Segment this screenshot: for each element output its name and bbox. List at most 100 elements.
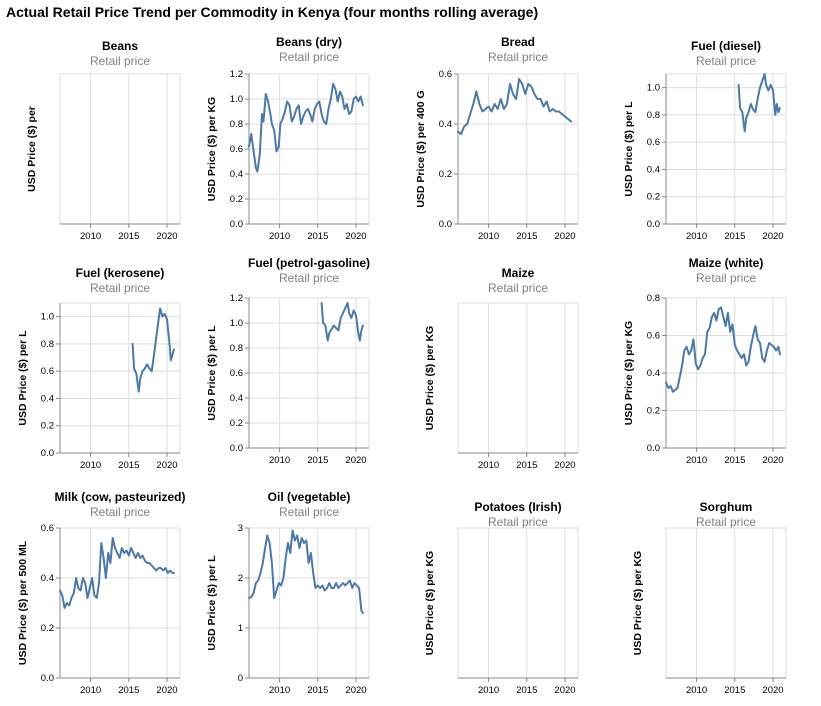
chart-subtitle: Retail price <box>90 505 150 519</box>
x-tick-label: 2015 <box>724 455 745 466</box>
series-line-bread <box>457 78 573 135</box>
plot-frame <box>665 73 787 225</box>
y-tick-label: 0.4 <box>41 393 54 404</box>
chart-title: Bread <box>501 35 535 49</box>
x-tick-label: 2010 <box>478 685 499 696</box>
x-tick-label: 2010 <box>269 685 290 696</box>
x-tick-label: 2010 <box>269 231 290 242</box>
y-tick-label: 1.0 <box>230 94 243 105</box>
y-tick-label: 0.4 <box>647 368 660 379</box>
y-tick-label: 2 <box>238 573 243 584</box>
chart-subtitle: Retail price <box>696 271 756 285</box>
chart-title: Potatoes (Irish) <box>474 500 561 514</box>
series-line-beans-dry <box>248 83 364 173</box>
x-tick-label: 2010 <box>80 231 101 242</box>
x-tick-label: 2015 <box>307 685 328 696</box>
series-line-fuel-diesel <box>737 73 781 133</box>
y-tick-label: 1.0 <box>41 312 54 323</box>
y-tick-label: 0.8 <box>230 119 243 130</box>
x-tick-label: 2015 <box>516 231 537 242</box>
y-tick-label: 0.6 <box>230 144 243 155</box>
chart-maize-white: Maize (white)Retail price 2010 2015 2020 0.0… <box>623 256 787 466</box>
x-tick-label: 2015 <box>307 231 328 242</box>
y-tick-label: 0.4 <box>230 169 243 180</box>
y-tick-label: 1.0 <box>230 318 243 329</box>
y-axis-title: USD Price ($) per 400 G <box>415 90 427 207</box>
y-axis-title: USD Price ($) per KG <box>206 97 218 201</box>
chart-title: Beans <box>102 39 138 53</box>
chart-title: Fuel (diesel) <box>691 39 761 53</box>
chart-subtitle: Retail price <box>488 515 548 529</box>
chart-title: Oil (vegetable) <box>268 490 351 504</box>
x-tick-label: 2020 <box>554 231 575 242</box>
plot-frame <box>248 527 370 679</box>
x-tick-label: 2020 <box>156 685 177 696</box>
y-tick-label: 0.6 <box>439 69 452 80</box>
y-tick-label: 0.0 <box>439 219 452 230</box>
y-tick-label: 0.2 <box>439 169 452 180</box>
y-tick-label: 0.6 <box>41 523 54 534</box>
plot-frame <box>59 73 181 225</box>
y-tick-label: 0.2 <box>41 623 54 634</box>
y-tick-label: 1 <box>238 623 243 634</box>
x-tick-label: 2020 <box>345 231 366 242</box>
y-axis-title: USD Price ($) per L <box>623 101 635 197</box>
chart-subtitle: Retail price <box>279 271 339 285</box>
series-line-oil-vegetable <box>248 529 364 614</box>
x-tick-label: 2020 <box>762 231 783 242</box>
x-tick-label: 2010 <box>686 231 707 242</box>
x-tick-label: 2010 <box>80 685 101 696</box>
x-tick-label: 2015 <box>724 685 745 696</box>
series-line-fuel-kerosene <box>131 307 175 393</box>
chart-fuel-petrol-gasoline: Fuel (petrol-gasoline)Retail price 2010 20… <box>206 256 370 466</box>
y-tick-label: 0.0 <box>41 448 54 459</box>
chart-milk-cow-pasteurized: Milk (cow, pasteurized)Retail price 2010 2… <box>17 490 185 696</box>
y-tick-label: 0.2 <box>647 406 660 417</box>
y-axis-title: USD Price ($) per KG <box>623 321 635 425</box>
plot-frame <box>457 302 579 454</box>
x-tick-label: 2020 <box>345 685 366 696</box>
y-axis-title: USD Price ($) per L <box>17 330 29 426</box>
chart-subtitle: Retail price <box>90 281 150 295</box>
x-tick-label: 2015 <box>307 455 328 466</box>
chart-subtitle: Retail price <box>279 50 339 64</box>
y-tick-label: 0.0 <box>230 219 243 230</box>
chart-subtitle: Retail price <box>90 54 150 68</box>
chart-title: Milk (cow, pasteurized) <box>55 490 186 504</box>
x-tick-label: 2015 <box>724 231 745 242</box>
plot-frame <box>59 527 181 679</box>
y-tick-label: 0.4 <box>41 573 54 584</box>
chart-title: Maize (white) <box>689 256 764 270</box>
series-line-milk-cow-pasteurized <box>59 537 175 609</box>
x-tick-label: 2020 <box>554 460 575 471</box>
y-tick-label: 0.8 <box>647 110 660 121</box>
chart-subtitle: Retail price <box>488 281 548 295</box>
y-tick-label: 0.8 <box>41 339 54 350</box>
y-tick-label: 0 <box>238 673 243 684</box>
x-tick-label: 2015 <box>118 685 139 696</box>
series-line-maize-white <box>665 306 781 393</box>
x-tick-label: 2010 <box>478 231 499 242</box>
y-tick-label: 0.6 <box>41 366 54 377</box>
chart-title: Sorghum <box>700 500 753 514</box>
y-axis-title: USD Price ($) per L <box>206 555 218 651</box>
y-axis-title: USD Price ($) per KG <box>632 551 644 655</box>
y-tick-label: 0.0 <box>41 673 54 684</box>
x-tick-label: 2010 <box>686 685 707 696</box>
y-axis-title: USD Price ($) per <box>26 106 38 192</box>
x-tick-label: 2015 <box>118 460 139 471</box>
y-axis-title: USD Price ($) per KG <box>424 551 436 655</box>
y-axis-title: USD Price ($) per L <box>206 325 218 421</box>
y-tick-label: 0.0 <box>647 443 660 454</box>
x-tick-label: 2010 <box>686 455 707 466</box>
x-tick-label: 2015 <box>118 231 139 242</box>
y-tick-label: 0.2 <box>230 418 243 429</box>
x-tick-label: 2010 <box>478 460 499 471</box>
x-tick-label: 2020 <box>762 455 783 466</box>
chart-potatoes-irish: Potatoes (Irish)Retail price 2010 2015 2020… <box>424 500 579 696</box>
y-tick-label: 0.2 <box>230 194 243 205</box>
